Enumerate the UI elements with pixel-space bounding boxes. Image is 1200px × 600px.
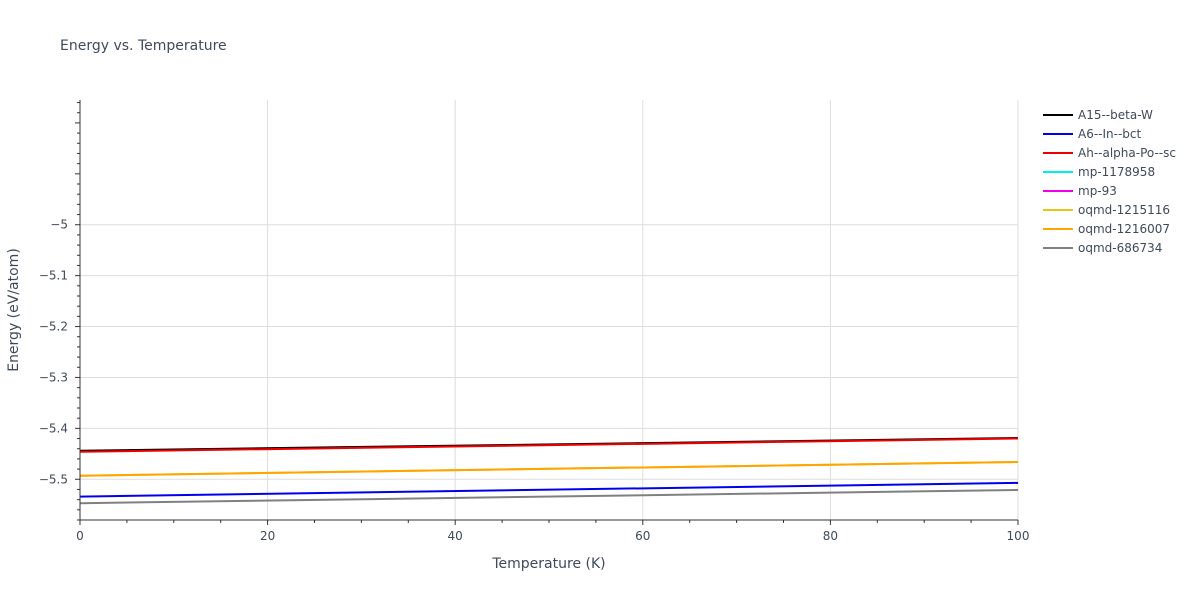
legend-label: Ah--alpha-Po--sc (1078, 146, 1176, 160)
y-tick-label: −5.1 (39, 269, 68, 283)
y-tick-label: −5.3 (39, 370, 68, 384)
legend: A15--beta-W A6--In--bct Ah--alpha-Po--sc mp… (1043, 108, 1176, 255)
y-tick-label: −5.5 (39, 472, 68, 486)
y-tick-label: −5.2 (39, 320, 68, 334)
axes: 0 20 40 60 80 100 −5 −5.1 −5.2 −5.3 −5.4 −5.5 (39, 100, 1030, 543)
grid (80, 100, 1019, 520)
y-tick-label: −5.4 (39, 421, 68, 435)
y-tick-label: −5 (50, 218, 68, 232)
series-line-Ah--alpha-Po--sc (79, 437, 1019, 453)
legend-label: A6--In--bct (1078, 127, 1142, 141)
legend-label: mp-93 (1078, 184, 1117, 198)
legend-label: mp-1178958 (1078, 165, 1155, 179)
series-line-oqmd-686734 (79, 488, 1019, 505)
x-axis-title: Temperature (K) (491, 556, 605, 572)
chart-title: Energy vs. Temperature (60, 38, 227, 54)
legend-label: oqmd-1216007 (1078, 222, 1170, 236)
legend-label: A15--beta-W (1078, 108, 1153, 122)
y-axis-title: Energy (eV/atom) (6, 248, 22, 372)
x-tick-label: 100 (1007, 529, 1030, 543)
x-tick-label: 60 (635, 529, 650, 543)
x-tick-label: 20 (260, 529, 275, 543)
series-line-oqmd-1216007 (79, 460, 1019, 477)
x-tick-label: 80 (823, 529, 838, 543)
x-tick-label: 40 (448, 529, 463, 543)
legend-label: oqmd-686734 (1078, 241, 1162, 255)
x-tick-label: 0 (76, 529, 84, 543)
legend-label: oqmd-1215116 (1078, 203, 1170, 217)
series-line-A6--In--bct (79, 481, 1019, 498)
plot-area (79, 437, 1019, 505)
